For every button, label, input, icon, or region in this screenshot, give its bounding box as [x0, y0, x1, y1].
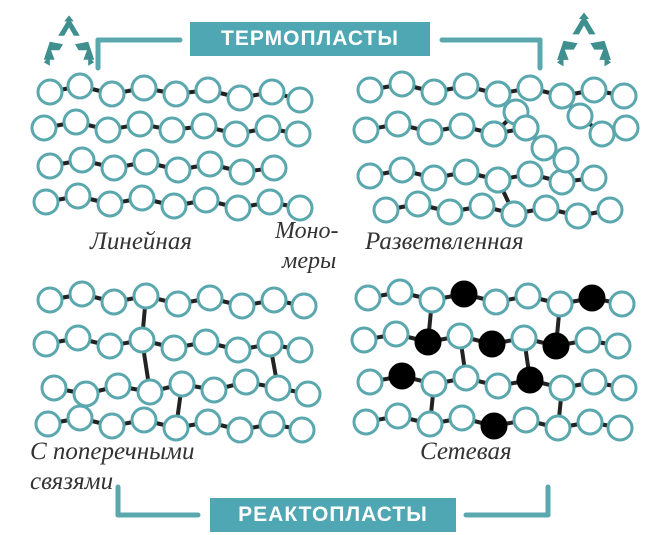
polymer-chains [32, 72, 638, 442]
polymer-structure-diagram: ТЕРМОПЛАСТЫ РЕАКТОПЛАСТЫ Линейная Развет… [0, 0, 668, 535]
chains-svg [0, 0, 668, 535]
bracket-lines [98, 40, 548, 515]
